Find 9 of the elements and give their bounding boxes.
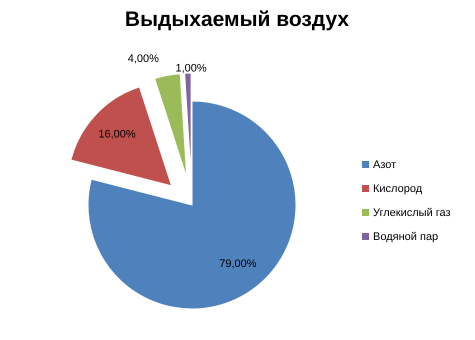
legend-label: Кислород	[373, 183, 423, 195]
legend-label: Водяной пар	[373, 231, 438, 243]
data-label: 1,00%	[175, 62, 207, 75]
data-label: 79,00%	[219, 258, 257, 270]
data-label: 4,00%	[128, 53, 160, 66]
chart-title: Выдыхаемый воздух	[124, 8, 350, 31]
legend-label: Азот	[373, 159, 396, 171]
legend-label: Углекислый газ	[373, 207, 451, 219]
data-label: 16,00%	[98, 128, 136, 141]
